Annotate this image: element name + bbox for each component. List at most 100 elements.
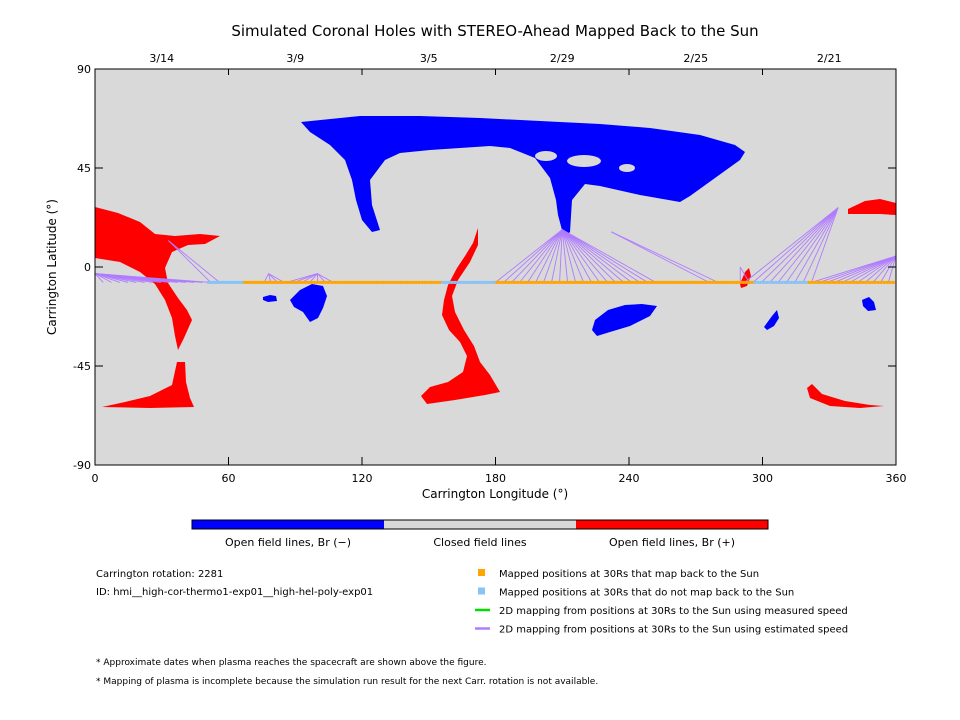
estimated-speed-line <box>559 229 563 283</box>
not-mapped-position <box>756 280 760 284</box>
estimated-speed-line <box>880 255 897 283</box>
mapped-position <box>324 280 328 284</box>
mapped-position <box>822 280 826 284</box>
mapped-position <box>813 280 817 284</box>
mapped-position <box>810 280 814 284</box>
mapped-position <box>684 280 688 284</box>
mapped-position <box>549 280 553 284</box>
mapped-position <box>642 280 646 284</box>
estimated-speed-line <box>857 255 897 283</box>
mapped-position <box>363 280 367 284</box>
mapped-position <box>669 280 673 284</box>
mapped-position <box>342 280 346 284</box>
colorbar-label-closed: Closed field lines <box>433 536 527 549</box>
mapped-position <box>330 280 334 284</box>
mapped-position <box>732 280 736 284</box>
mapped-position <box>852 280 856 284</box>
mapped-position <box>525 280 529 284</box>
not-mapped-position <box>762 280 766 284</box>
polar-hole-gap <box>619 164 635 172</box>
mapped-position <box>819 280 823 284</box>
mapped-position <box>714 280 718 284</box>
mapped-position <box>627 280 631 284</box>
mapped-position <box>495 280 499 284</box>
mapped-position <box>297 280 301 284</box>
mapped-position <box>516 280 520 284</box>
estimated-speed-line <box>168 240 220 283</box>
mapped-position <box>435 280 439 284</box>
not-mapped-position <box>486 280 490 284</box>
mapped-position <box>498 280 502 284</box>
colorbar: Open field lines, Br (−) Closed field li… <box>191 519 769 549</box>
not-mapped-position <box>477 280 481 284</box>
estimated-speed-line <box>562 229 648 283</box>
not-mapped-position <box>801 280 805 284</box>
mapped-positions <box>206 280 895 284</box>
mapped-position <box>654 280 658 284</box>
y-axis-label: Carrington Latitude (°) <box>45 199 59 335</box>
mapped-position <box>693 280 697 284</box>
x-tick-label: 60 <box>222 472 236 485</box>
mapped-position <box>291 280 295 284</box>
negative-small-hole <box>764 310 779 330</box>
mapped-position <box>882 280 886 284</box>
mapped-position <box>426 280 430 284</box>
not-mapped-position <box>774 280 778 284</box>
estimated-speed-line <box>561 229 616 283</box>
estimated-speed-mapping-lines <box>94 207 897 283</box>
positive-southern-hole <box>102 362 194 408</box>
not-mapped-position <box>221 280 225 284</box>
mapped-position <box>879 280 883 284</box>
not-mapped-position <box>231 280 235 284</box>
x-tick-label: 300 <box>752 472 773 485</box>
mapped-position <box>846 280 850 284</box>
estimated-speed-line <box>561 229 577 283</box>
not-mapped-position <box>237 280 241 284</box>
mapped-position <box>657 280 661 284</box>
mapped-position <box>261 280 265 284</box>
mapped-position <box>393 280 397 284</box>
legend-swatch <box>478 569 485 576</box>
mapped-position <box>651 280 655 284</box>
mapped-position <box>366 280 370 284</box>
estimated-speed-line <box>610 231 710 283</box>
estimated-speed-line <box>561 229 569 283</box>
coronal-holes <box>95 116 896 408</box>
mapped-position <box>711 280 715 284</box>
mapped-position <box>633 280 637 284</box>
estimated-speed-line <box>744 207 839 283</box>
y-tick-label: 45 <box>77 162 91 175</box>
mapped-position <box>399 280 403 284</box>
top-date-label: 3/9 <box>286 52 304 65</box>
mapped-position <box>600 280 604 284</box>
mapped-position <box>888 280 892 284</box>
mapped-position <box>570 280 574 284</box>
mapped-position <box>252 280 256 284</box>
not-mapped-position <box>777 280 781 284</box>
mapped-position <box>828 280 832 284</box>
not-mapped-position <box>240 280 244 284</box>
estimated-speed-line <box>887 255 897 283</box>
not-mapped-position <box>492 280 496 284</box>
colorbar-negative <box>192 520 384 529</box>
estimated-speed-line <box>561 229 640 283</box>
mapped-position <box>645 280 649 284</box>
not-mapped-position <box>447 280 451 284</box>
estimated-speed-line <box>802 207 839 283</box>
mapped-position <box>414 280 418 284</box>
mapped-position <box>510 280 514 284</box>
mapped-position <box>351 280 355 284</box>
mapped-position <box>420 280 424 284</box>
mapped-position <box>849 280 853 284</box>
mapped-position <box>501 280 505 284</box>
estimated-speed-line <box>503 229 563 283</box>
estimated-speed-line <box>527 229 563 283</box>
not-mapped-position <box>471 280 475 284</box>
mapped-position <box>702 280 706 284</box>
mapped-position <box>288 280 292 284</box>
mapped-position <box>264 280 268 284</box>
mapped-position <box>720 280 724 284</box>
top-date-axis: 3/14 3/9 3/5 2/29 2/25 2/21 <box>149 52 841 65</box>
mapped-position <box>648 280 652 284</box>
